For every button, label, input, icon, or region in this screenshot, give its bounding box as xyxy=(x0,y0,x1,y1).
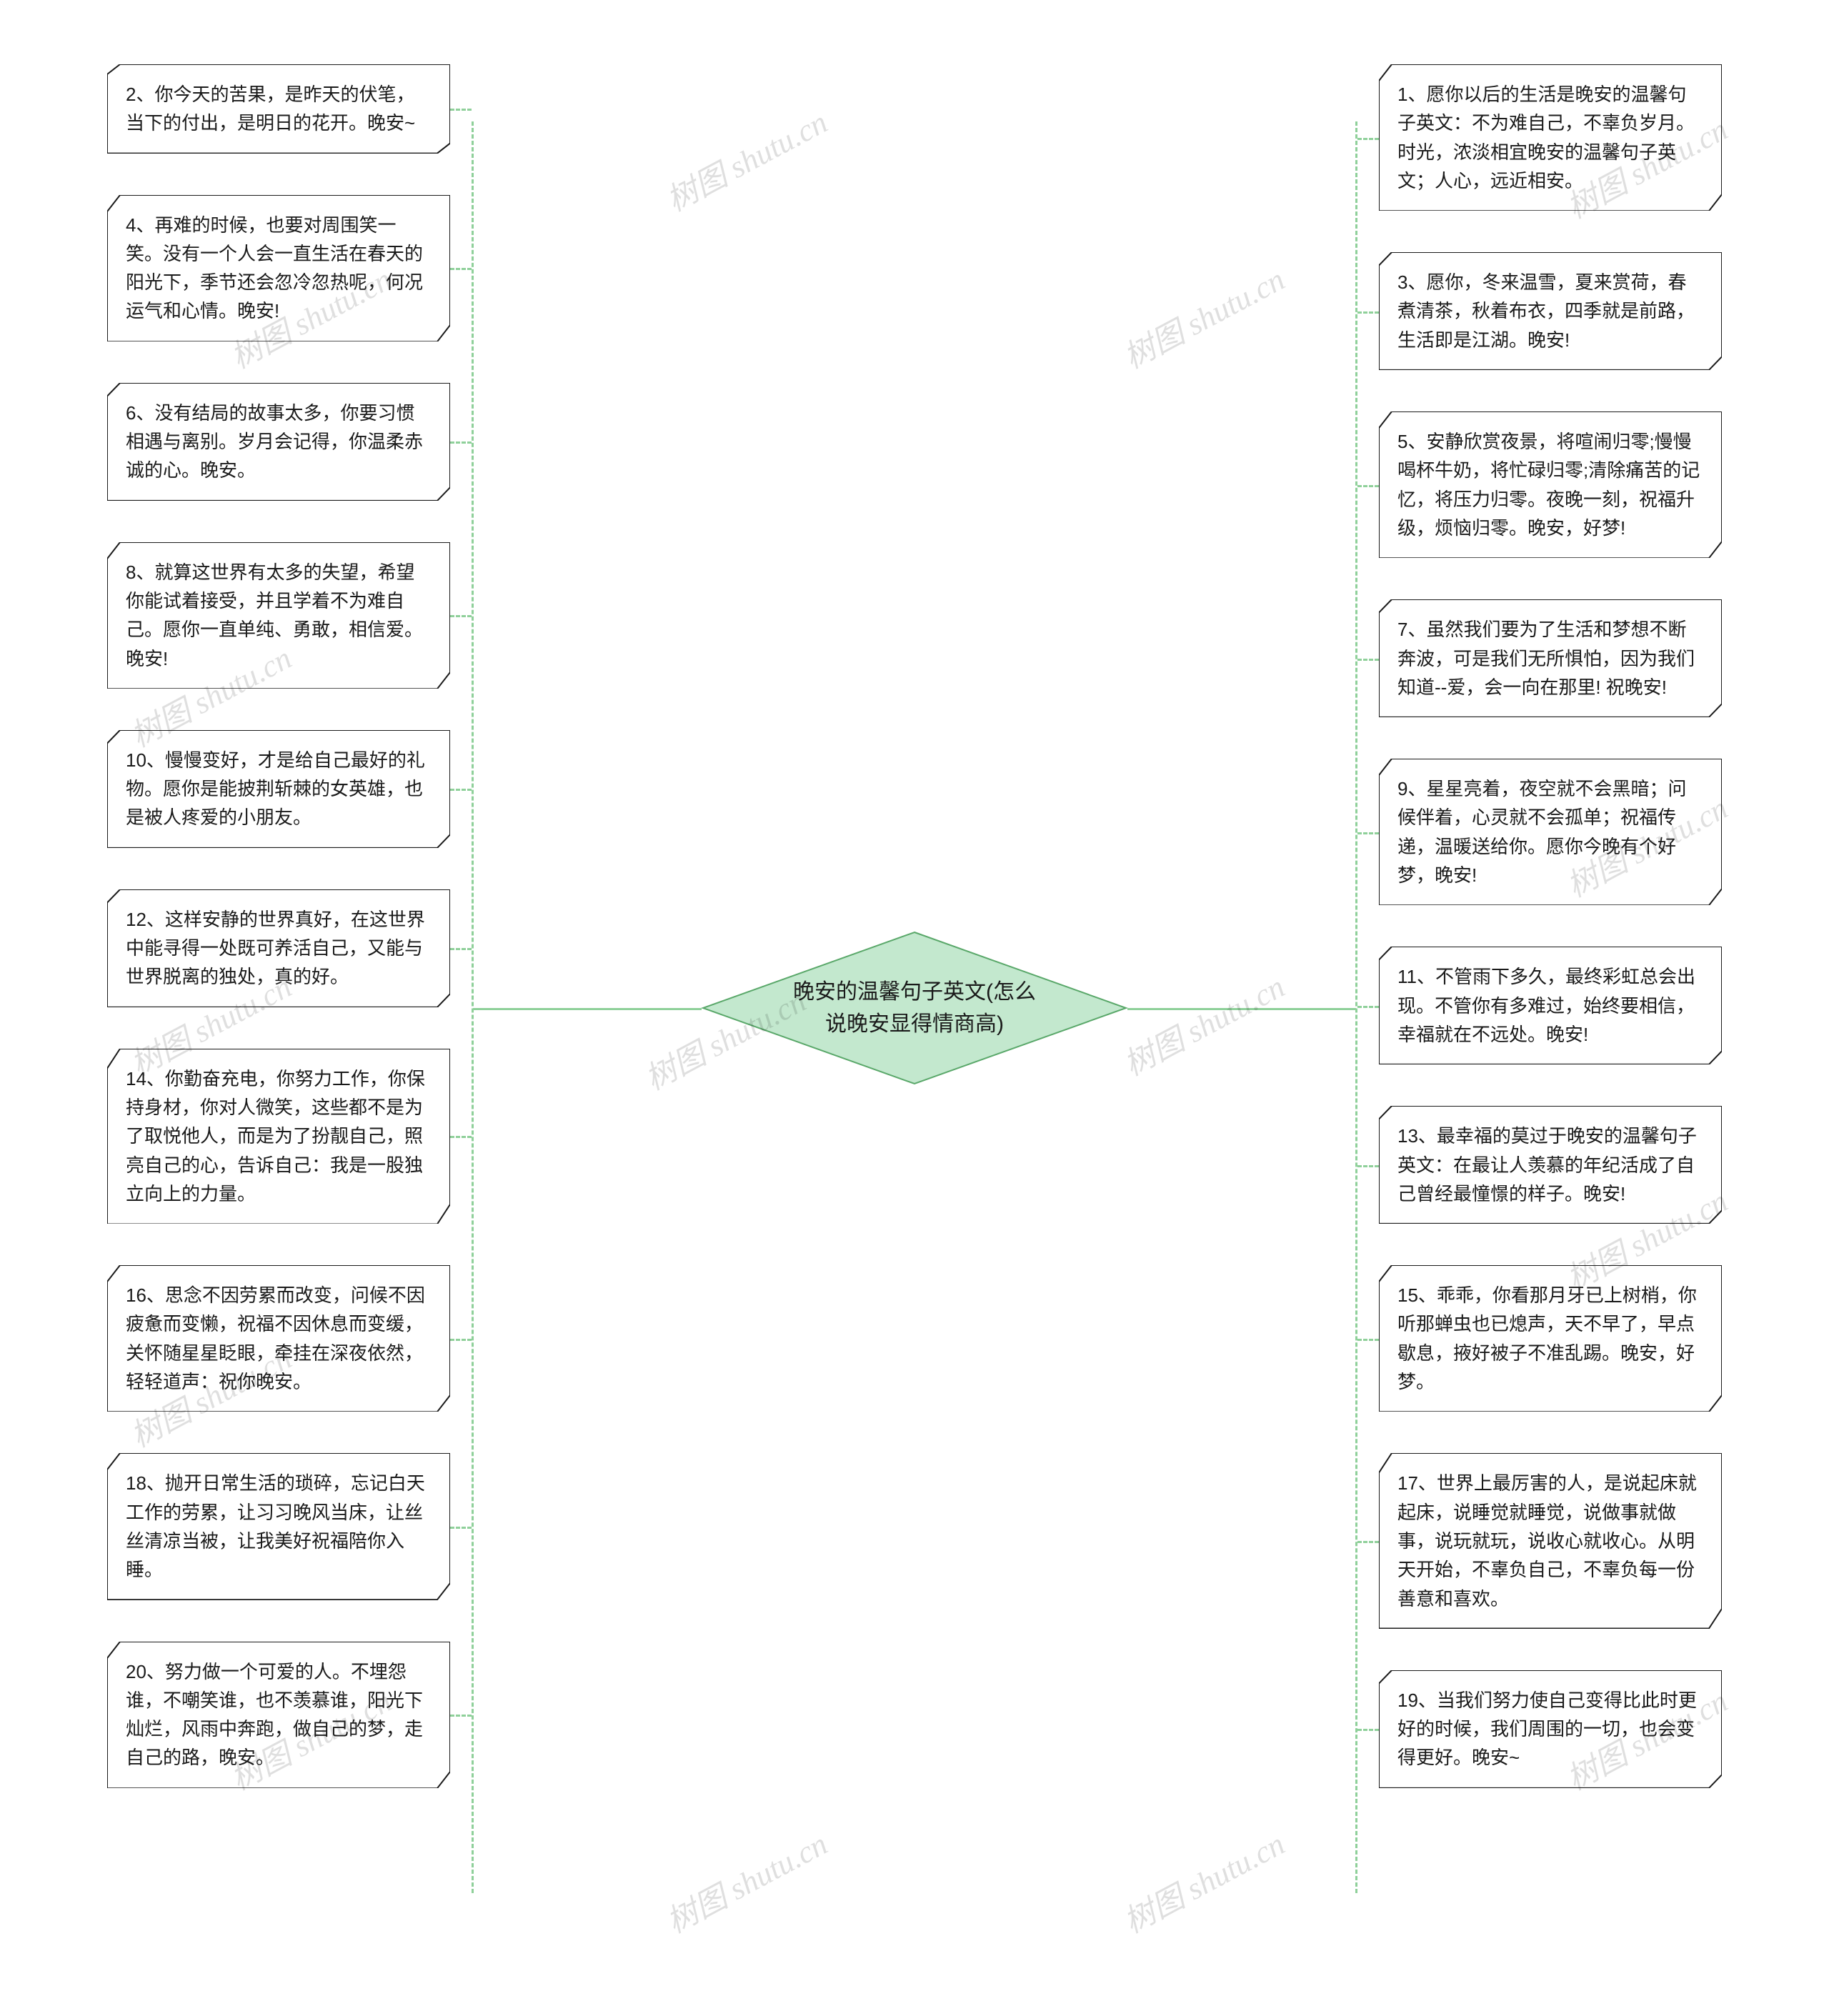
branch-connector xyxy=(1357,1729,1379,1731)
left-node: 16、思念不因劳累而改变，问候不因疲惫而变懒，祝福不因休息而变缓，关怀随星星眨眼… xyxy=(107,1265,450,1412)
branch-connector xyxy=(450,789,472,791)
center-link-left xyxy=(473,1008,702,1010)
branch-connector xyxy=(1357,311,1379,314)
left-node: 12、这样安静的世界真好，在这世界中能寻得一处既可养活自己，又能与世界脱离的独处… xyxy=(107,889,450,1007)
branch-connector xyxy=(1357,832,1379,834)
branch-connector xyxy=(1357,1541,1379,1543)
right-node: 7、虽然我们要为了生活和梦想不断奔波，可是我们无所惧怕，因为我们知道--爱，会一… xyxy=(1379,599,1722,717)
node-text: 5、安静欣赏夜景，将喧闹归零;慢慢喝杯牛奶，将忙碌归零;清除痛苦的记忆，将压力归… xyxy=(1397,427,1703,542)
branch-connector xyxy=(450,948,472,950)
left-node: 14、你勤奋充电，你努力工作，你保持身材，你对人微笑，这些都不是为了取悦他人，而… xyxy=(107,1049,450,1224)
branch-connector xyxy=(450,1527,472,1529)
branch-connector xyxy=(1357,1006,1379,1008)
node-text: 2、你今天的苦果，是昨天的伏笔，当下的付出，是明日的花开。晚安~ xyxy=(126,80,432,138)
node-text: 11、不管雨下多久，最终彩虹总会出现。不管你有多难过，始终要相信，幸福就在不远处… xyxy=(1397,962,1703,1049)
node-text: 8、就算这世界有太多的失望，希望你能试着接受，并且学着不为难自己。愿你一直单纯、… xyxy=(126,558,432,673)
center-node: 晚安的温馨句子英文(怎么 说晚安显得情商高) xyxy=(700,929,1129,1087)
watermark: 树图 shutu.cn xyxy=(1114,254,1291,377)
right-node: 1、愿你以后的生活是晚安的温馨句子英文：不为难自己，不辜负岁月。时光，浓淡相宜晚… xyxy=(1379,64,1722,211)
branch-connector xyxy=(450,1339,472,1341)
branch-connector xyxy=(450,109,472,111)
node-text: 4、再难的时候，也要对周围笑一笑。没有一个人会一直生活在春天的阳光下，季节还会忽… xyxy=(126,211,432,326)
branch-connector xyxy=(1357,138,1379,140)
node-text: 14、你勤奋充电，你努力工作，你保持身材，你对人微笑，这些都不是为了取悦他人，而… xyxy=(126,1064,432,1208)
node-text: 1、愿你以后的生活是晚安的温馨句子英文：不为难自己，不辜负岁月。时光，浓淡相宜晚… xyxy=(1397,80,1703,195)
left-node: 18、抛开日常生活的琐碎，忘记白天工作的劳累，让习习晚风当床，让丝丝清凉当被，让… xyxy=(107,1453,450,1600)
center-link-right xyxy=(1127,1008,1356,1010)
right-node: 15、乖乖，你看那月牙已上树梢，你听那蝉虫也已熄声，天不早了，早点歇息，掖好被子… xyxy=(1379,1265,1722,1412)
branch-connector xyxy=(450,268,472,270)
branch-connector xyxy=(1357,1339,1379,1341)
node-text: 12、这样安静的世界真好，在这世界中能寻得一处既可养活自己，又能与世界脱离的独处… xyxy=(126,905,432,992)
left-column: 2、你今天的苦果，是昨天的伏笔，当下的付出，是明日的花开。晚安~ 4、再难的时候，… xyxy=(93,64,450,1788)
right-column: 1、愿你以后的生活是晚安的温馨句子英文：不为难自己，不辜负岁月。时光，浓淡相宜晚… xyxy=(1379,64,1736,1788)
branch-connector xyxy=(1357,485,1379,487)
node-text: 16、思念不因劳累而改变，问候不因疲惫而变懒，祝福不因休息而变缓，关怀随星星眨眼… xyxy=(126,1281,432,1396)
node-text: 18、抛开日常生活的琐碎，忘记白天工作的劳累，让习习晚风当床，让丝丝清凉当被，让… xyxy=(126,1469,432,1584)
node-text: 20、努力做一个可爱的人。不埋怨谁，不嘲笑谁，也不羡慕谁，阳光下灿烂，风雨中奔跑… xyxy=(126,1657,432,1772)
left-node: 10、慢慢变好，才是给自己最好的礼物。愿你是能披荆斩棘的女英雄，也是被人疼爱的小… xyxy=(107,730,450,848)
node-text: 6、没有结局的故事太多，你要习惯相遇与离别。岁月会记得，你温柔赤诚的心。晚安。 xyxy=(126,399,432,485)
node-text: 7、虽然我们要为了生活和梦想不断奔波，可是我们无所惧怕，因为我们知道--爱，会一… xyxy=(1397,615,1703,702)
left-node: 20、努力做一个可爱的人。不埋怨谁，不嘲笑谁，也不羡慕谁，阳光下灿烂，风雨中奔跑… xyxy=(107,1642,450,1788)
node-text: 17、世界上最厉害的人，是说起床就起床，说睡觉就睡觉，说做事就做事，说玩就玩，说… xyxy=(1397,1469,1703,1612)
left-node: 4、再难的时候，也要对周围笑一笑。没有一个人会一直生活在春天的阳光下，季节还会忽… xyxy=(107,195,450,341)
center-title-line2: 说晚安显得情商高) xyxy=(825,1012,1004,1036)
node-text: 15、乖乖，你看那月牙已上树梢，你听那蝉虫也已熄声，天不早了，早点歇息，掖好被子… xyxy=(1397,1281,1703,1396)
left-node: 6、没有结局的故事太多，你要习惯相遇与离别。岁月会记得，你温柔赤诚的心。晚安。 xyxy=(107,383,450,501)
watermark: 树图 shutu.cn xyxy=(1114,962,1291,1084)
right-node: 9、星星亮着，夜空就不会黑暗；问候伴着，心灵就不会孤单；祝福传递，温暖送给你。愿… xyxy=(1379,759,1722,905)
node-text: 3、愿你，冬来温雪，夏来赏荷，春煮清茶，秋着布衣，四季就是前路，生活即是江湖。晚… xyxy=(1397,268,1703,354)
branch-connector xyxy=(450,615,472,617)
center-title-line1: 晚安的温馨句子英文(怎么 xyxy=(793,980,1036,1004)
node-text: 19、当我们努力使自己变得比此时更好的时候，我们周围的一切，也会变得更好。晚安~ xyxy=(1397,1686,1703,1772)
left-node: 8、就算这世界有太多的失望，希望你能试着接受，并且学着不为难自己。愿你一直单纯、… xyxy=(107,542,450,689)
center-title: 晚安的温馨句子英文(怎么 说晚安显得情商高) xyxy=(736,976,1093,1040)
right-node: 11、不管雨下多久，最终彩虹总会出现。不管你有多难过，始终要相信，幸福就在不远处… xyxy=(1379,947,1722,1064)
mindmap-canvas: 晚安的温馨句子英文(怎么 说晚安显得情商高) 2、你今天的苦果，是昨天的伏笔，当… xyxy=(0,0,1829,2016)
watermark: 树图 shutu.cn xyxy=(1114,1819,1291,1942)
watermark: 树图 shutu.cn xyxy=(657,97,834,220)
right-node: 5、安静欣赏夜景，将喧闹归零;慢慢喝杯牛奶，将忙碌归零;清除痛苦的记忆，将压力归… xyxy=(1379,411,1722,558)
branch-connector xyxy=(450,1136,472,1138)
node-text: 10、慢慢变好，才是给自己最好的礼物。愿你是能披荆斩棘的女英雄，也是被人疼爱的小… xyxy=(126,746,432,832)
right-node: 17、世界上最厉害的人，是说起床就起床，说睡觉就睡觉，说做事就做事，说玩就玩，说… xyxy=(1379,1453,1722,1628)
branch-connector xyxy=(1357,1165,1379,1167)
right-node: 3、愿你，冬来温雪，夏来赏荷，春煮清茶，秋着布衣，四季就是前路，生活即是江湖。晚… xyxy=(1379,252,1722,370)
right-node: 19、当我们努力使自己变得比此时更好的时候，我们周围的一切，也会变得更好。晚安~ xyxy=(1379,1670,1722,1788)
node-text: 9、星星亮着，夜空就不会黑暗；问候伴着，心灵就不会孤单；祝福传递，温暖送给你。愿… xyxy=(1397,774,1703,889)
branch-connector xyxy=(1357,659,1379,661)
right-node: 13、最幸福的莫过于晚安的温馨句子英文：在最让人羡慕的年纪活成了自己曾经最憧憬的… xyxy=(1379,1106,1722,1224)
left-node: 2、你今天的苦果，是昨天的伏笔，当下的付出，是明日的花开。晚安~ xyxy=(107,64,450,154)
node-text: 13、最幸福的莫过于晚安的温馨句子英文：在最让人羡慕的年纪活成了自己曾经最憧憬的… xyxy=(1397,1122,1703,1208)
left-trunk xyxy=(472,121,474,1893)
branch-connector xyxy=(450,441,472,444)
branch-connector xyxy=(450,1715,472,1717)
watermark: 树图 shutu.cn xyxy=(657,1819,834,1942)
